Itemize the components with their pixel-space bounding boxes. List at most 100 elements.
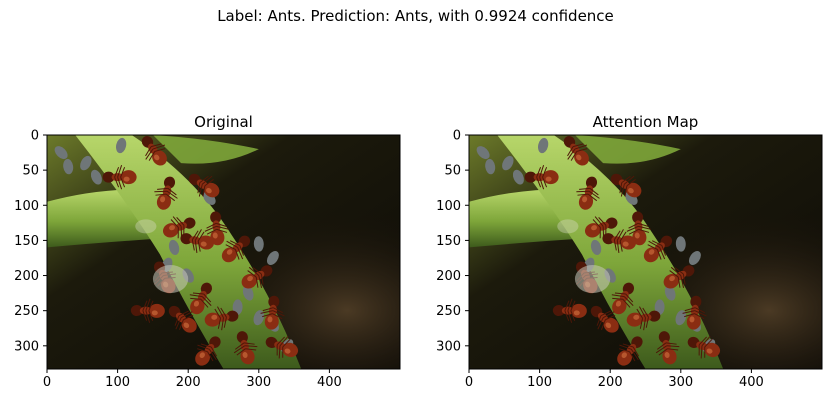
ant-leg <box>154 190 168 193</box>
ant-leg <box>197 182 201 194</box>
ant-head <box>210 211 222 224</box>
ant <box>610 173 642 198</box>
ant-leg <box>596 315 602 326</box>
ant-leg <box>178 310 189 317</box>
ant-leg <box>632 346 640 357</box>
ant-head <box>268 295 280 308</box>
ant-highlight <box>621 352 627 359</box>
ant-leg <box>114 176 120 188</box>
ant-leg <box>194 240 198 254</box>
ant-leg <box>142 300 148 311</box>
ant-highlight <box>160 196 166 203</box>
ant-leg <box>226 240 238 248</box>
axes-frame <box>468 134 823 370</box>
ant-leg <box>658 348 668 356</box>
ant-head <box>226 310 239 322</box>
ant-leg <box>670 266 682 276</box>
ant-leg <box>570 151 578 161</box>
y-tick-label: 50 <box>444 164 461 179</box>
ant <box>655 331 680 365</box>
ant-leg <box>194 229 202 241</box>
ant-highlight <box>605 322 612 329</box>
ant-highlight <box>545 176 552 182</box>
x-tick-label: 300 <box>246 375 271 390</box>
ant-leg <box>201 296 212 306</box>
y-tick-label: 200 <box>436 269 461 284</box>
ant-highlight <box>193 300 200 307</box>
ant-leg <box>619 240 623 252</box>
ant-leg <box>166 190 178 199</box>
ant-leg <box>221 317 224 331</box>
ant-leg <box>117 177 123 190</box>
ant-highlight <box>200 241 207 247</box>
ant-leg <box>273 307 283 314</box>
ant-abdomen <box>221 247 238 263</box>
ant-leg <box>207 351 214 362</box>
ant-leg <box>539 177 545 190</box>
ant-leg <box>625 293 634 303</box>
ant-leg <box>216 225 229 230</box>
ant-highlight <box>151 310 158 316</box>
aphid <box>675 310 687 326</box>
ant <box>162 216 196 240</box>
ant-leg <box>667 348 679 351</box>
ant-leg <box>656 249 662 260</box>
aphid <box>485 158 496 175</box>
ant-leg <box>276 336 286 346</box>
ant-abdomen <box>663 273 680 289</box>
ant-abdomen <box>617 350 633 366</box>
ant-leg <box>598 217 607 226</box>
image-content <box>47 135 400 369</box>
ant <box>563 136 589 166</box>
ant-leg <box>191 239 195 251</box>
ant-highlight <box>242 352 248 358</box>
ant-leg <box>152 144 166 150</box>
ant-abdomen <box>603 317 619 333</box>
ant-leg <box>574 144 588 150</box>
ant-leg <box>600 310 611 317</box>
ant-abdomen <box>704 342 721 358</box>
ant-leg <box>639 306 646 318</box>
ant-abdomen <box>643 247 660 263</box>
ant-abdomen <box>195 350 211 366</box>
ant-leg <box>214 308 221 319</box>
ant-leg <box>626 179 636 187</box>
ant-leg <box>630 349 639 361</box>
ant-leg <box>145 298 151 311</box>
aphid <box>675 236 686 252</box>
ant-leg <box>682 273 686 285</box>
ant <box>590 305 619 333</box>
y-tick-label: 100 <box>14 199 39 214</box>
ant-leg <box>659 247 666 260</box>
ant-highlight <box>615 300 622 307</box>
axes-frame <box>46 134 401 370</box>
ant-leg <box>278 345 281 359</box>
ant <box>241 265 273 289</box>
ant-leg <box>666 345 680 348</box>
ant-leg <box>539 165 545 178</box>
ant-highlight <box>226 249 233 255</box>
ant-leg <box>677 277 681 288</box>
ant-leg <box>655 345 667 354</box>
ant-abdomen <box>152 150 167 166</box>
ant-leg <box>120 166 126 178</box>
ant-leg <box>684 307 696 312</box>
x-tick-label: 200 <box>598 375 623 390</box>
ant-leg <box>624 175 635 185</box>
x-tick-label: 0 <box>43 375 51 390</box>
ant-leg <box>202 185 206 197</box>
x-tick-label: 100 <box>527 375 552 390</box>
ant-leg <box>647 244 658 250</box>
white-fluff <box>574 265 611 294</box>
ant-abdomen <box>156 193 172 210</box>
top-leaf <box>574 135 681 164</box>
ant <box>204 306 239 331</box>
ant-leg <box>262 307 274 312</box>
ant-leg <box>217 318 222 329</box>
ant-head <box>585 176 598 189</box>
ant-leg <box>643 317 646 331</box>
y-tick-label: 200 <box>14 269 39 284</box>
ant-abdomen <box>612 298 627 315</box>
ant-leg <box>190 297 202 300</box>
